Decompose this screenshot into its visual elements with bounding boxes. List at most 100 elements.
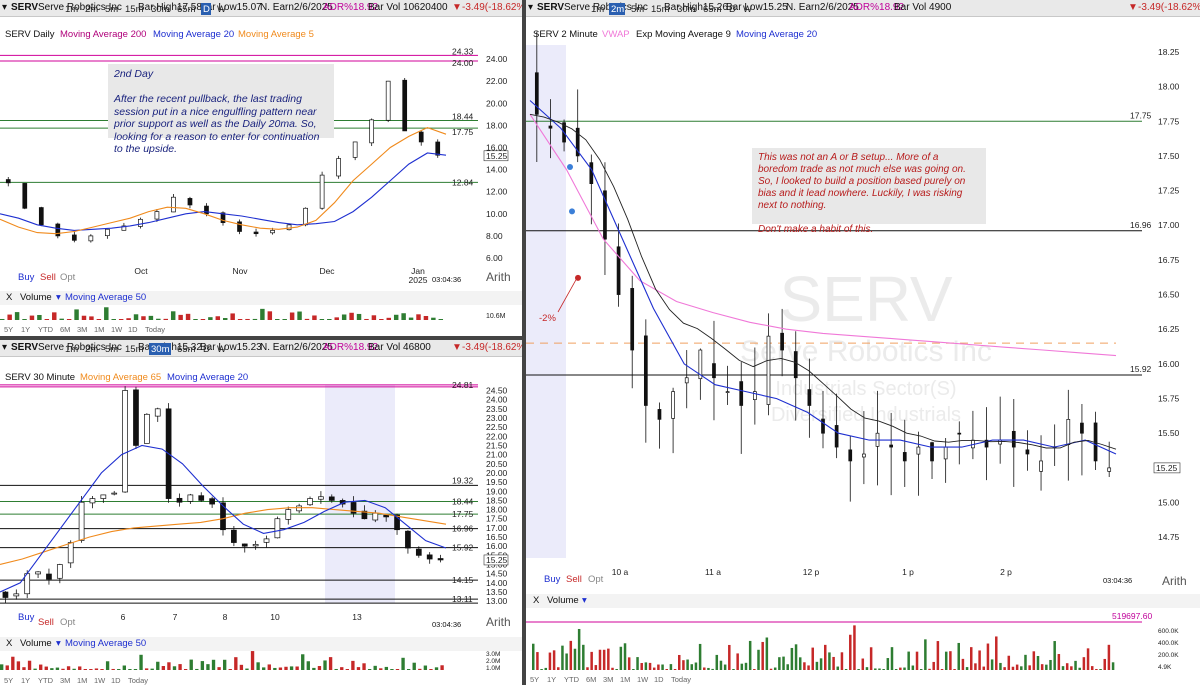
min2-volume-bar: [753, 669, 756, 670]
daily-volume-bar: [200, 319, 206, 320]
min30-indicator-name[interactable]: SERV 30 Minute: [5, 372, 76, 383]
min2-volume-bar: [949, 651, 952, 670]
min2-timeframe-30m: 30m: [677, 4, 696, 15]
min2-volume-bar: [944, 651, 948, 670]
min2-candle: [1080, 422, 1084, 434]
min2-volume-bar: [565, 653, 568, 670]
daily-volume-bar: [260, 308, 265, 320]
min30-sell-button[interactable]: Sell: [38, 617, 54, 628]
min30-volume-bar: [206, 664, 210, 670]
symbol-dropdown-icon[interactable]: ▾: [2, 2, 8, 13]
vertical-divider[interactable]: [522, 0, 526, 685]
daily-volume-bar: [252, 318, 258, 320]
min30-volume-bar: [373, 665, 377, 670]
ma20-label[interactable]: Moving Average 20: [153, 29, 235, 40]
vol-ma-dropdown-icon[interactable]: ▾: [56, 292, 61, 303]
daily-arith-toggle[interactable]: Arith: [486, 270, 511, 284]
daily-range-1Y: 1Y: [21, 325, 30, 334]
min30-timeframe-65m: 65m: [177, 344, 196, 355]
min2-volume-bar: [982, 666, 986, 670]
min2-candle: [807, 389, 812, 406]
daily-indicator-row: SERV Daily Moving Average 200 Moving Ave…: [0, 28, 522, 42]
min2-vol-axis: 400.0K: [1158, 640, 1179, 647]
vwap-label[interactable]: VWAP: [602, 29, 630, 40]
min30-volume-label[interactable]: Volume: [20, 638, 52, 649]
min30-candle: [307, 498, 313, 506]
min30-symbol[interactable]: SERV: [11, 342, 39, 353]
min2-price-chart[interactable]: 1m 2m 5m 15m 30m 65m D W 18.25 18.00 17.75 17.50 17.…: [526, 0, 1200, 685]
daily-buy-button[interactable]: Buy: [18, 272, 35, 283]
close-volume-icon[interactable]: X: [6, 638, 13, 649]
min2-volume-bar: [882, 669, 885, 670]
min2-y-tick: 17.25: [1158, 186, 1180, 196]
min2-volume-bar: [853, 625, 856, 670]
min2-arith-toggle[interactable]: Arith: [1162, 574, 1187, 588]
daily-vol-ma-label[interactable]: Moving Average 50: [65, 292, 147, 303]
daily-sell-button[interactable]: Sell: [40, 272, 56, 283]
daily-price-chart[interactable]: 1m 2m 5m 15m 30m 65m D W 24.00 22.00 20.00 18.00 16.…: [0, 0, 522, 336]
min2-change: -3.49(-18.62%): [1138, 2, 1200, 13]
close-volume-icon[interactable]: X: [533, 595, 540, 606]
min30-y-tick: 17.00: [486, 523, 508, 533]
min2-buy-button[interactable]: Buy: [544, 574, 561, 585]
min30-arith-toggle[interactable]: Arith: [486, 615, 511, 629]
min2-bar-high: Bar High15.26: [664, 2, 728, 13]
daily-volume-bar: [133, 314, 139, 320]
min30-timeframe-30m: 30m: [151, 344, 170, 355]
min2-y-tick: 15.50: [1158, 428, 1180, 438]
daily-x-tick: 2025: [409, 275, 428, 285]
min2-volume-bar: [786, 664, 789, 670]
min2-volume-bar: [819, 658, 823, 670]
min30-price-chart[interactable]: 1m 2m 5m 15m 30m 65m D W24.5024.0023.5023.0022.…: [0, 340, 522, 685]
min2-volume-bar: [682, 660, 685, 670]
ma20-label[interactable]: Moving Average 20: [736, 29, 818, 40]
ma5-label[interactable]: Moving Average 5: [238, 29, 314, 40]
symbol-dropdown-icon[interactable]: ▾: [2, 342, 8, 353]
level-label: 24.81: [452, 380, 474, 390]
min30-y-tick: 16.50: [486, 532, 508, 542]
min2-symbol[interactable]: SERV: [537, 2, 565, 13]
daily-symbol[interactable]: SERV: [11, 2, 39, 13]
ma200-label[interactable]: Moving Average 200: [60, 29, 147, 40]
ma65-label[interactable]: Moving Average 65: [80, 372, 162, 383]
min30-volume-bar: [122, 665, 126, 670]
min2-volume-bar: [928, 668, 931, 670]
min30-vol-ma-label[interactable]: Moving Average 50: [65, 638, 147, 649]
min2-volume-bar: [1061, 666, 1065, 670]
daily-volume-bar: [319, 319, 325, 320]
min30-opt-button[interactable]: Opt: [60, 617, 76, 628]
min30-candle: [56, 564, 63, 579]
min2-opt-button[interactable]: Opt: [588, 574, 604, 585]
symbol-dropdown-icon[interactable]: ▾: [528, 2, 534, 13]
daily-opt-button[interactable]: Opt: [60, 272, 76, 283]
min2-volume-bar: [577, 628, 581, 670]
min2-indicator-name[interactable]: SERV 2 Minute: [533, 29, 598, 40]
min30-volume-bar: [267, 664, 271, 670]
min2-vol-axis: 600.0K: [1158, 628, 1179, 635]
daily-volume-label[interactable]: Volume: [20, 292, 52, 303]
min30-volume-bar: [100, 669, 104, 670]
min30-candle: [372, 512, 379, 521]
ma20-label[interactable]: Moving Average 20: [167, 372, 249, 383]
min2-volume-label[interactable]: Volume: [547, 595, 579, 606]
daily-volume-bar: [59, 318, 64, 320]
min30-volume-bar: [340, 667, 344, 670]
daily-candle: [220, 212, 226, 223]
min2-y-tick: 15.75: [1158, 394, 1180, 404]
min2-candle: [902, 452, 907, 462]
vol-dropdown-icon[interactable]: ▾: [582, 595, 587, 606]
change-arrow-icon: ▼: [452, 2, 462, 13]
daily-indicator-name[interactable]: SERV Daily: [5, 29, 55, 40]
close-volume-icon[interactable]: X: [6, 292, 13, 303]
min2-volume-bar: [552, 650, 556, 670]
min30-candle: [198, 495, 205, 501]
ema9-label[interactable]: Exp Moving Average 9: [636, 29, 731, 40]
vol-ma-dropdown-icon[interactable]: ▾: [56, 638, 61, 649]
daily-candle: [253, 231, 259, 235]
daily-volume-bar: [215, 316, 221, 320]
horizontal-divider[interactable]: [0, 336, 522, 340]
daily-volume-bar: [312, 315, 317, 320]
min2-sell-button[interactable]: Sell: [566, 574, 582, 585]
daily-y-tick: 8.00: [486, 231, 503, 241]
min30-volume-bar: [256, 662, 260, 670]
